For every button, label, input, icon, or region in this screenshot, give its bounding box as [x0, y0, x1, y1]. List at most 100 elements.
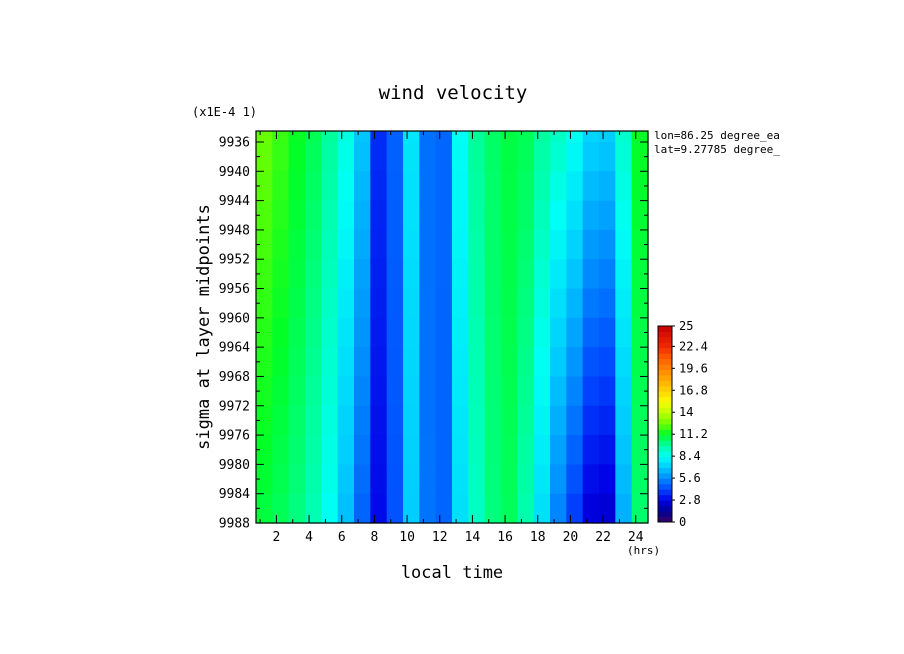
colorbar-segment — [658, 380, 672, 387]
heatmap-cell — [599, 229, 616, 260]
colorbar-segment — [658, 478, 672, 485]
heatmap-cell — [305, 376, 322, 407]
heatmap-cell — [631, 229, 649, 260]
heatmap-cell — [517, 347, 535, 378]
y-tick-label: 9980 — [219, 458, 250, 473]
heatmap-cell — [305, 435, 322, 465]
plot-frame — [255, 130, 649, 524]
colorbar-segment — [658, 467, 672, 474]
heatmap-cell — [582, 317, 600, 348]
heatmap-cell — [321, 493, 339, 524]
heatmap-cell — [305, 464, 322, 495]
heatmap-cell — [435, 288, 453, 319]
heatmap-cell — [305, 141, 322, 172]
colorbar-segment — [658, 511, 672, 517]
heatmap-cell — [272, 200, 290, 231]
heatmap-cell — [550, 259, 567, 290]
x-tick-label: 6 — [338, 530, 346, 545]
colorbar-segment — [658, 456, 672, 463]
heatmap-cell — [256, 347, 273, 378]
heatmap-cell — [501, 464, 518, 495]
heatmap-cell — [468, 317, 486, 348]
heatmap-cell — [305, 493, 322, 524]
heatmap-cell — [403, 405, 420, 436]
heatmap-cell — [403, 131, 420, 143]
colorbar-tick-label: 8.4 — [679, 449, 701, 463]
heatmap-cell — [288, 405, 306, 436]
heatmap-cell — [631, 376, 649, 407]
heatmap-cell — [452, 288, 469, 319]
heatmap-cell — [501, 259, 518, 290]
heatmap-cell — [631, 131, 649, 143]
heatmap-cell — [354, 288, 371, 319]
heatmap-cell — [533, 435, 551, 465]
colorbar-segment — [658, 434, 672, 441]
heatmap-cell — [272, 317, 290, 348]
heatmap-cell — [403, 376, 420, 407]
x-tick-label: 10 — [399, 530, 415, 545]
heatmap-cell — [501, 435, 518, 465]
colorbar-segment — [658, 505, 672, 512]
heatmap-cell — [517, 229, 535, 260]
heatmap-cell — [517, 405, 535, 436]
heatmap-cell — [533, 405, 551, 436]
heatmap-cell — [354, 405, 371, 436]
y-axis-label: sigma at layer midpoints — [194, 204, 214, 450]
heatmap-cell — [615, 200, 633, 231]
heatmap-cell — [386, 464, 404, 495]
heatmap-cell — [468, 347, 486, 378]
heatmap-cell — [272, 376, 290, 407]
heatmap-cell — [370, 171, 388, 202]
x-axis: 2 4 6 8 10 12 14 16 18 20 22 24 — [259, 131, 644, 545]
heatmap-cell — [305, 229, 322, 260]
heatmap-cell — [582, 141, 600, 172]
heatmap-cell — [615, 493, 633, 524]
heatmap-cell — [305, 200, 322, 231]
heatmap-cell — [550, 464, 567, 495]
heatmap-cell — [419, 405, 437, 436]
heatmap-cell — [517, 141, 535, 172]
heatmap-cell — [370, 229, 388, 260]
heatmap-cell — [501, 493, 518, 524]
heatmap-cell — [517, 200, 535, 231]
heatmap-cell — [321, 131, 339, 143]
heatmap-cell — [533, 131, 551, 143]
heatmap-cell — [370, 347, 388, 378]
y-tick-label: 9960 — [219, 311, 250, 326]
heatmap-cell — [337, 317, 355, 348]
colorbar-tick-label: 5.6 — [679, 471, 701, 485]
heatmap-cell — [484, 141, 502, 172]
colorbar-segment — [658, 347, 672, 354]
heatmap-cell — [452, 405, 469, 436]
heatmap-cell — [256, 376, 273, 407]
heatmap-cell — [256, 493, 273, 524]
heatmap-cell — [566, 405, 584, 436]
heatmap-cell — [288, 464, 306, 495]
y-tick-label: 9952 — [219, 253, 250, 268]
heatmap-cell — [615, 171, 633, 202]
heatmap-cell — [599, 131, 616, 143]
heatmap-cell — [403, 317, 420, 348]
heatmap-cell — [337, 347, 355, 378]
heatmap-cell — [435, 405, 453, 436]
heatmap-cell — [599, 288, 616, 319]
heatmap-cell — [615, 376, 633, 407]
heatmap-cell — [599, 376, 616, 407]
heatmap-cell — [419, 171, 437, 202]
heatmap-cell — [501, 317, 518, 348]
heatmap-cell — [288, 259, 306, 290]
heatmap-cell — [354, 171, 371, 202]
heatmap-cell — [321, 405, 339, 436]
heatmap-cell — [566, 200, 584, 231]
heatmap-cell — [419, 464, 437, 495]
heatmap-cell — [582, 376, 600, 407]
heatmap-cell — [288, 376, 306, 407]
heatmap-cell — [403, 171, 420, 202]
heatmap-cell — [321, 141, 339, 172]
heatmap-cell — [468, 435, 486, 465]
colorbar-segment — [658, 440, 672, 447]
heatmap-cell — [615, 435, 633, 465]
heatmap-cell — [484, 259, 502, 290]
y-tick-label: 9964 — [219, 341, 250, 356]
